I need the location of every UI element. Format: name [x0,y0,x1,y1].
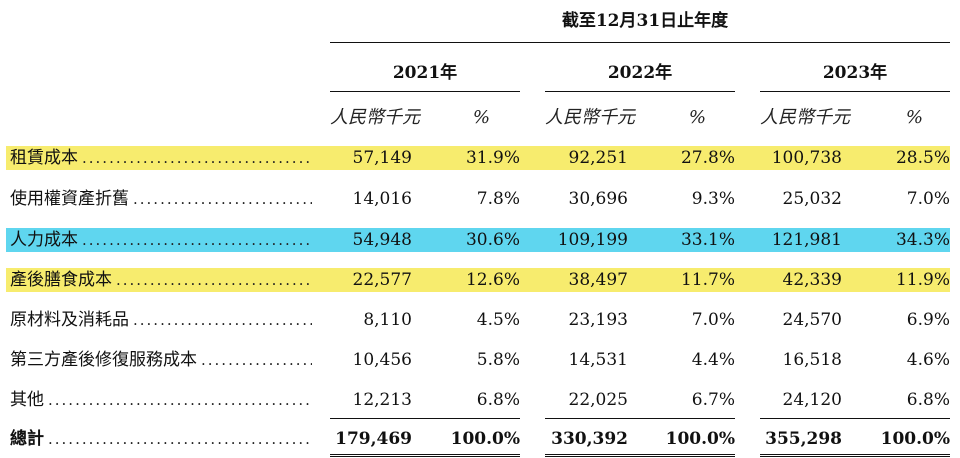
percent-cell: 100.0% [665,429,735,449]
year-2022-header: 2022年 [607,63,673,83]
year-rule-2022 [545,91,735,92]
amount-cell: 57,149 [352,148,412,168]
amount-cell: 24,570 [782,310,842,330]
table-row: 第三方產後修復服務成本.............................… [0,348,960,372]
amount-cell: 12,213 [352,390,412,410]
amount-cell: 355,298 [765,429,842,449]
row-highlight [6,146,950,170]
amount-cell: 30,696 [568,189,628,209]
percent-cell: 31.9% [465,148,520,168]
amount-cell: 330,392 [551,429,628,449]
year-2023-header: 2023年 [822,63,888,83]
percent-cell: 100.0% [450,429,520,449]
header-rule [330,42,950,43]
table-row: 使用權資產折舊.................................… [0,187,960,211]
percent-cell: 5.8% [476,350,520,370]
amount-cell: 14,531 [568,350,628,370]
table-row: 人力成本....................................… [0,228,960,252]
amount-cell: 22,577 [352,270,412,290]
leader-dots: ........................................… [48,391,312,409]
table-row: 原材料及消耗品.................................… [0,308,960,332]
percent-cell: 6.8% [476,390,520,410]
total-top-rule-2022 [545,418,735,419]
total-label: 總計 [10,429,44,449]
amount-cell: 22,025 [568,390,628,410]
percent-cell: 33.1% [680,230,735,250]
amount-cell: 23,193 [568,310,628,330]
percent-cell: 11.7% [680,270,735,290]
total-double-rule-2021 [330,454,520,457]
row-label: 人力成本 [10,230,78,250]
amount-cell: 54,948 [352,230,412,250]
row-label: 租賃成本 [10,148,78,168]
row-label: 原材料及消耗品 [10,310,129,330]
unit-percent-2021: % [472,107,490,128]
amount-cell: 179,469 [335,429,412,449]
amount-cell: 121,981 [771,230,842,250]
amount-cell: 16,518 [782,350,842,370]
percent-cell: 28.5% [895,148,950,168]
percent-cell: 7.0% [906,189,950,209]
percent-cell: 4.6% [906,350,950,370]
leader-dots: ........................................… [116,271,312,289]
table-row: 產後膳食成本..................................… [0,268,960,292]
amount-cell: 14,016 [352,189,412,209]
row-highlight [6,228,950,252]
amount-cell: 42,339 [782,270,842,290]
unit-percent-2022: % [688,107,706,128]
total-top-rule-2021 [330,418,520,419]
unit-currency-2023: 人民幣千元 [760,107,850,128]
percent-cell: 12.6% [465,270,520,290]
unit-percent-2023: % [905,107,923,128]
amount-cell: 100,738 [771,148,842,168]
total-row: 總計......................................… [0,427,960,451]
amount-cell: 38,497 [568,270,628,290]
percent-cell: 34.3% [895,230,950,250]
year-rule-2021 [330,91,520,92]
leader-dots: ........................................… [133,311,312,329]
percent-cell: 6.9% [906,310,950,330]
row-highlight [6,268,950,292]
percent-cell: 7.8% [476,189,520,209]
amount-cell: 10,456 [352,350,412,370]
total-top-rule-2023 [760,418,950,419]
percent-cell: 6.8% [906,390,950,410]
percent-cell: 4.5% [476,310,520,330]
amount-cell: 25,032 [782,189,842,209]
percent-cell: 11.9% [895,270,950,290]
row-label: 產後膳食成本 [10,270,112,290]
amount-cell: 109,199 [557,230,628,250]
percent-cell: 4.4% [691,350,735,370]
percent-cell: 9.3% [691,189,735,209]
percent-cell: 6.7% [691,390,735,410]
total-double-rule-2023 [760,454,950,457]
percent-cell: 30.6% [465,230,520,250]
percent-cell: 7.0% [691,310,735,330]
table-row: 租賃成本....................................… [0,146,960,170]
amount-cell: 8,110 [363,310,412,330]
amount-cell: 24,120 [782,390,842,410]
percent-cell: 27.8% [680,148,735,168]
period-header: 截至12月31日止年度 [561,11,729,31]
unit-currency-2021: 人民幣千元 [330,107,420,128]
leader-dots: ........................................… [201,351,312,369]
unit-currency-2022: 人民幣千元 [545,107,635,128]
total-double-rule-2022 [545,454,735,457]
year-2021-header: 2021年 [392,63,458,83]
leader-dots: ........................................… [82,149,312,167]
row-label: 使用權資產折舊 [10,189,129,209]
leader-dots: ........................................… [133,190,312,208]
leader-dots: ........................................… [48,430,312,448]
table-row: 其他......................................… [0,388,960,412]
percent-cell: 100.0% [880,429,950,449]
leader-dots: ........................................… [82,231,312,249]
year-rule-2023 [760,91,950,92]
amount-cell: 92,251 [568,148,628,168]
row-label: 其他 [10,390,44,410]
row-label: 第三方產後修復服務成本 [10,350,197,370]
